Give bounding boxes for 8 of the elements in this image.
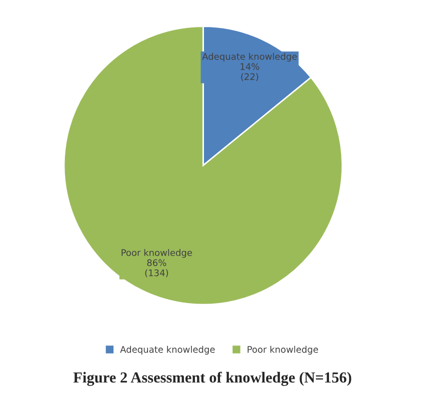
data-label: 14% (22) <box>240 63 260 82</box>
legend-label: Poor knowledge <box>248 346 318 355</box>
pie-slice <box>63 26 344 306</box>
data-label: 86% (134) <box>145 259 168 278</box>
legend-label: Adequate knowledge <box>120 346 215 355</box>
slice-label: Poor knowledge <box>122 249 192 258</box>
caption: Figure 2 Assessment of knowledge (N=156) <box>73 372 352 386</box>
slice-label: Adequate knowledge <box>202 52 297 62</box>
